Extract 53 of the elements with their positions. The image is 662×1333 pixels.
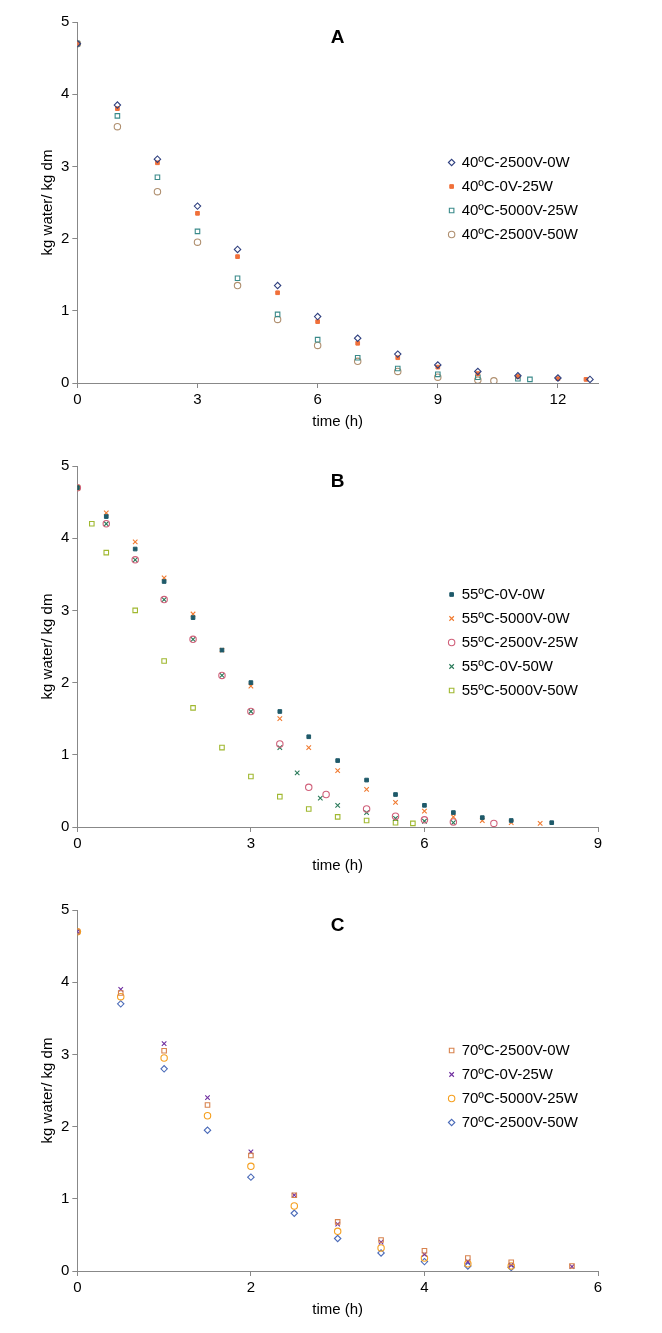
y-tick-label: 0 [61,1261,70,1279]
y-tick-label: 5 [61,900,70,918]
legend-label: 40ºC-5000V-25W [461,200,579,218]
x-tick-label: 0 [73,390,82,408]
x-tick-label: 2 [246,1278,256,1296]
x-axis-title: time (h) [312,412,364,430]
y-tick-label: 3 [61,1044,70,1062]
y-tick-label: 4 [61,84,70,102]
legend-label: 55ºC-5000V-0W [461,608,571,626]
x-axis-title: time (h) [312,1300,364,1318]
legend-label: 70ºC-2500V-50W [461,1112,579,1130]
y-tick-label: 3 [61,600,70,618]
y-tick-label: 0 [61,373,70,391]
legend-label: 40ºC-2500V-50W [461,224,579,242]
x-tick-label: 3 [193,390,202,408]
x-tick-label: 6 [593,1278,603,1296]
x-tick-label: 3 [246,834,256,852]
legend-label: 55ºC-2500V-25W [461,632,579,650]
y-axis-title: kg water/ kg dm [38,149,56,256]
x-tick-label: 6 [313,390,322,408]
y-tick-label: 2 [61,228,70,246]
y-axis-title: kg water/ kg dm [38,1037,56,1144]
y-tick-label: 4 [61,972,70,990]
legend-label: 70ºC-2500V-0W [461,1040,571,1058]
y-tick-label: 4 [61,528,70,546]
y-tick-label: 1 [61,1188,70,1206]
legend-label: 55ºC-5000V-50W [461,680,579,698]
y-tick-label: 1 [61,300,70,318]
x-tick-label: 9 [593,834,603,852]
legend-label: 55ºC-0V-0W [461,584,546,602]
chart-title: A [330,26,345,48]
y-tick-label: 1 [61,744,70,762]
chart-title: B [330,470,345,492]
y-tick-label: 5 [61,12,70,30]
x-axis-title: time (h) [312,856,364,874]
legend-label: 55ºC-0V-50W [461,656,554,674]
legend-label: 40ºC-0V-25W [461,176,554,194]
x-tick-label: 12 [549,390,567,408]
chart-title: C [330,914,345,936]
y-tick-label: 3 [61,156,70,174]
x-tick-label: 6 [420,834,429,852]
x-tick-label: 0 [73,834,82,852]
y-tick-label: 2 [61,1116,70,1134]
legend-label: 70ºC-0V-25W [461,1064,554,1082]
y-tick-label: 0 [61,817,70,835]
x-tick-label: 9 [433,390,442,408]
x-tick-label: 0 [73,1278,82,1296]
x-tick-label: 4 [420,1278,429,1296]
legend-label: 40ºC-2500V-0W [461,152,571,170]
y-axis-title: kg water/ kg dm [38,593,56,700]
legend-label: 70ºC-5000V-25W [461,1088,579,1106]
y-tick-label: 5 [61,456,70,474]
y-tick-label: 2 [61,672,70,690]
